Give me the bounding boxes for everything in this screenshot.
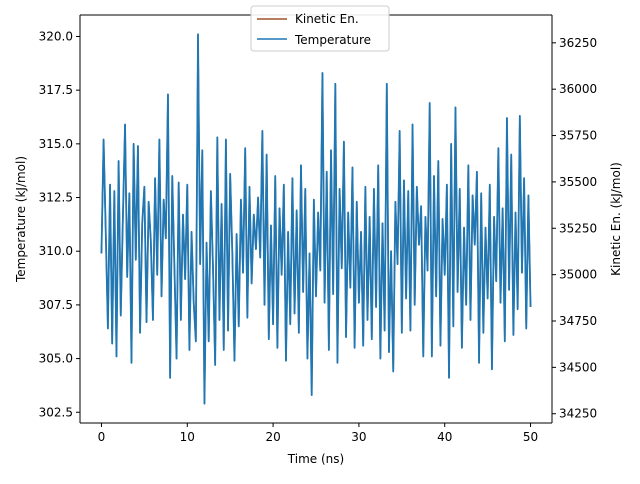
temperature-line	[100, 33, 532, 405]
y-left-tick-label: 302.5	[39, 405, 73, 419]
legend: Kinetic En. Temperature	[250, 5, 390, 52]
y-right-tick-label: 35250	[559, 221, 597, 235]
x-axis-label: Time (ns)	[287, 452, 344, 466]
x-tick-label: 40	[437, 430, 452, 444]
series-layer	[100, 33, 532, 405]
y-right-tick-label: 34750	[559, 314, 597, 328]
y-left-tick-label: 305.0	[39, 352, 73, 366]
x-tick-label: 50	[523, 430, 538, 444]
x-axis-ticks: 0 10 20 30 40 50	[98, 423, 538, 444]
axes-frame	[79, 14, 553, 424]
y-right-tick-label: 35000	[559, 268, 597, 282]
y-right-tick-label: 34250	[559, 407, 597, 421]
x-tick-label: 10	[180, 430, 195, 444]
y-right-tick-label: 34500	[559, 360, 597, 374]
y-axis-right-ticks: 34250 34500 34750 35000 35250 35500 35750 36000…	[552, 36, 597, 421]
y-right-tick-label: 35500	[559, 175, 597, 189]
y-left-tick-label: 317.5	[39, 83, 73, 97]
legend-label-kinetic: Kinetic En.	[295, 12, 359, 26]
y-right-tick-label: 36000	[559, 82, 597, 96]
y-left-tick-label: 315.0	[39, 137, 73, 151]
y-left-tick-label: 312.5	[39, 191, 73, 205]
y-left-tick-label: 307.5	[39, 298, 73, 312]
y-axis-left-label: Temperature (kJ/mol)	[14, 156, 28, 283]
y-left-tick-label: 320.0	[39, 29, 73, 43]
x-tick-label: 0	[98, 430, 106, 444]
y-right-tick-label: 35750	[559, 129, 597, 143]
y-axis-left-ticks: 302.5 305.0 307.5 310.0 312.5 315.0 317.5 320.0	[39, 29, 80, 419]
legend-label-temperature: Temperature	[294, 33, 371, 47]
y-axis-right-label: Kinetic En. (kJ/mol)	[609, 162, 623, 276]
x-tick-label: 30	[351, 430, 366, 444]
x-tick-label: 20	[265, 430, 280, 444]
y-right-tick-label: 36250	[559, 36, 597, 50]
y-left-tick-label: 310.0	[39, 244, 73, 258]
